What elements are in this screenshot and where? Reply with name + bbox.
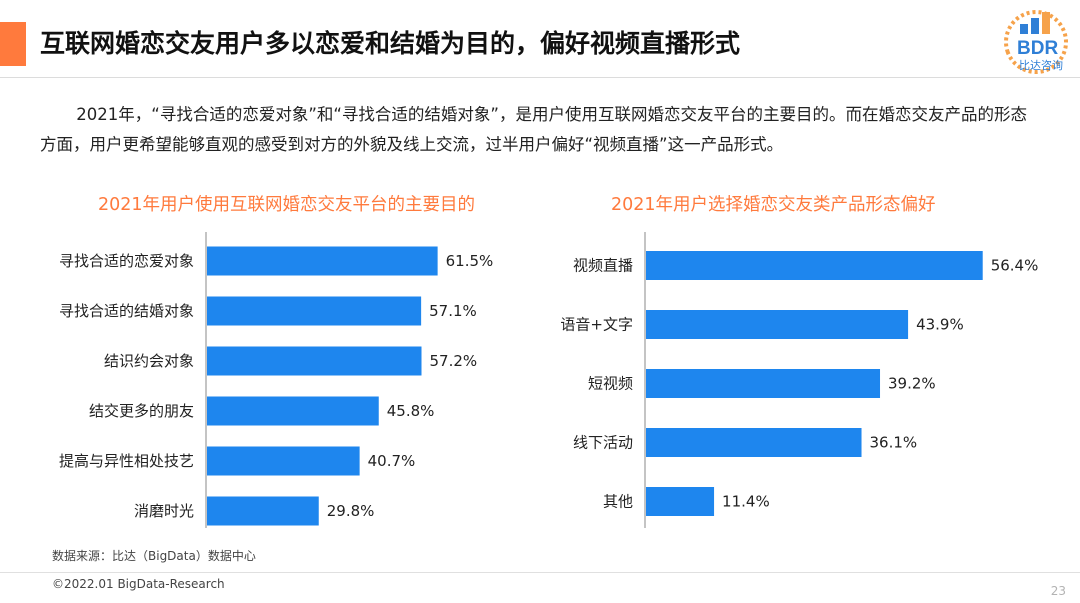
footer-divider: [0, 572, 1080, 573]
chart-title-purpose: 2021年用户使用互联网婚恋交友平台的主要目的: [98, 195, 476, 215]
page-number: 23: [1050, 584, 1066, 598]
logo-subtitle: 比达咨询: [1019, 59, 1063, 72]
bar: [646, 251, 983, 280]
value-label: 57.1%: [429, 302, 477, 320]
category-label: 其他: [603, 493, 633, 511]
copyright-text: ©2022.01 BigData-Research: [52, 577, 225, 591]
bar: [207, 396, 379, 426]
logo-wordmark: BDR: [1017, 38, 1058, 59]
category-label: 视频直播: [573, 257, 633, 275]
bar: [646, 487, 715, 516]
category-label: 语音+文字: [560, 316, 633, 334]
value-label: 61.5%: [446, 252, 494, 270]
category-label: 结识约会对象: [104, 352, 194, 370]
logo-bar-icon: [1031, 18, 1039, 34]
value-label: 56.4%: [991, 257, 1039, 275]
value-label: 45.8%: [387, 402, 435, 420]
category-label: 寻找合适的恋爱对象: [59, 252, 194, 270]
chart-title-form-preference: 2021年用户选择婚恋交友类产品形态偏好: [611, 195, 936, 215]
title-accent-bar: [0, 22, 26, 66]
value-label: 29.8%: [327, 502, 375, 520]
bar: [207, 296, 422, 326]
category-label: 寻找合适的结婚对象: [59, 302, 194, 320]
logo-bar-icon: [1042, 12, 1050, 34]
bar: [207, 346, 422, 376]
bar: [646, 369, 881, 398]
slide-title: 互联网婚恋交友用户多以恋爱和结婚为目的，偏好视频直播形式: [40, 29, 741, 58]
value-label: 36.1%: [870, 434, 918, 452]
title-divider: [0, 77, 1080, 78]
category-label: 短视频: [588, 375, 633, 393]
chart-purpose: 寻找合适的恋爱对象 61.5% 寻找合适的结婚对象 57.1% 结识约会对象 57.2% 结…: [59, 232, 494, 528]
value-label: 40.7%: [368, 452, 416, 470]
value-label: 43.9%: [916, 316, 964, 334]
logo-arc-icon: [1004, 10, 1068, 74]
bdr-logo: BDR: [1004, 10, 1068, 74]
data-source-note: 数据来源：比达（BigData）数据中心: [52, 549, 256, 563]
value-label: 11.4%: [722, 493, 770, 511]
value-label: 39.2%: [888, 375, 936, 393]
logo-bar-icon: [1020, 24, 1028, 34]
category-label: 结交更多的朋友: [89, 402, 194, 420]
bar: [646, 310, 909, 339]
bar: [207, 496, 319, 526]
bar: [646, 428, 862, 457]
intro-paragraph: 2021年，“寻找合适的恋爱对象”和“寻找合适的结婚对象”，是用户使用互联网婚恋…: [40, 105, 1027, 154]
value-label: 57.2%: [430, 352, 478, 370]
chart-form-preference: 视频直播 56.4% 语音+文字 43.9% 短视频 39.2% 线下活动 36.1% 其他 11…: [560, 232, 1039, 528]
category-label: 消磨时光: [134, 502, 194, 520]
bar: [207, 246, 438, 276]
category-label: 线下活动: [573, 434, 633, 452]
bar: [207, 446, 360, 476]
category-label: 提高与异性相处技艺: [59, 452, 194, 470]
